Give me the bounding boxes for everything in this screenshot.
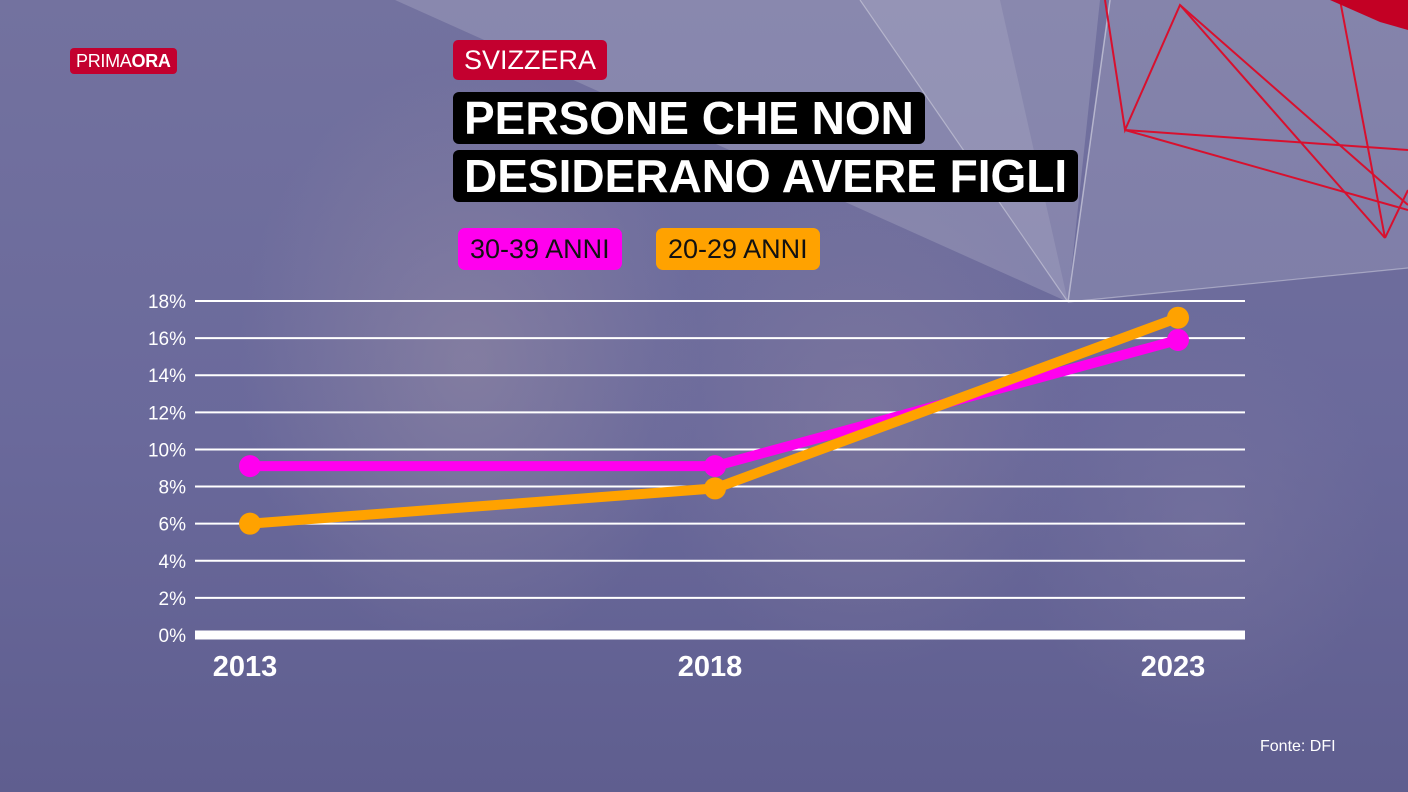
y-tick-label: 6% [159, 515, 187, 536]
y-tick-label: 16% [148, 329, 186, 350]
series-2-point [1167, 306, 1189, 329]
series-2-point [239, 512, 261, 535]
y-tick-label: 4% [159, 552, 187, 573]
region-badge: SVIZZERA [453, 40, 608, 80]
legend-item-30-39: 30-39 ANNI [458, 228, 622, 270]
x-tick-label: 2023 [1141, 651, 1206, 683]
series-2-point [704, 477, 726, 500]
source-note: Fonte: DFI [1260, 738, 1336, 755]
series-line-1 [245, 334, 1183, 472]
series-1-point [239, 455, 261, 478]
y-tick-label: 12% [148, 403, 186, 424]
y-tick-label: 14% [148, 366, 186, 387]
series-1-point [704, 455, 726, 478]
x-tick-label: 2018 [678, 651, 743, 683]
series-1-point [1167, 328, 1189, 351]
primaora-logo: PRIMAORA [70, 48, 177, 74]
y-tick-label: 18% [148, 292, 186, 313]
legend-item-20-29: 20-29 ANNI [656, 228, 820, 270]
x-tick-label: 2013 [213, 651, 278, 683]
logo-bold-text: ORA [131, 51, 171, 71]
title-line-2: DESIDERANO AVERE FIGLI [453, 150, 1079, 202]
chart-title: PERSONE CHE NON DESIDERANO AVERE FIGLI [453, 89, 1093, 205]
title-line-1: PERSONE CHE NON [453, 92, 925, 144]
y-tick-label: 2% [159, 589, 187, 610]
y-tick-label: 0% [159, 626, 187, 647]
logo-light-text: PRIMA [76, 51, 132, 71]
y-tick-label: 10% [148, 440, 186, 461]
y-tick-label: 8% [159, 478, 187, 499]
